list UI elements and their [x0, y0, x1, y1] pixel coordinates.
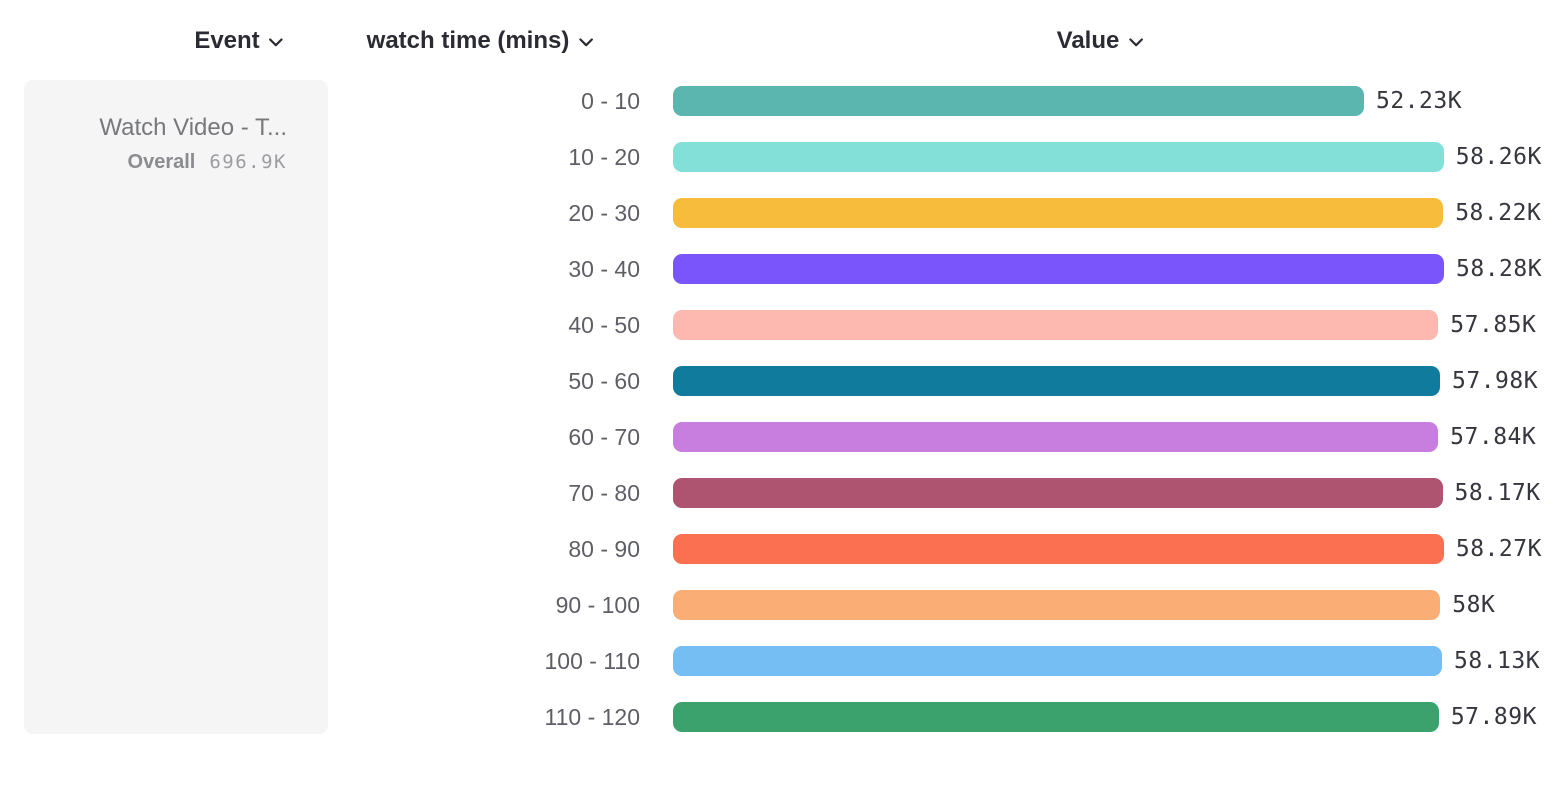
value-label: 58.13K [1454, 648, 1541, 674]
bar-chart: 0 - 10 52.23K 10 - 20 58.26K 20 - 30 58.22K 30… [350, 73, 1568, 745]
category-label: 10 - 20 [568, 143, 640, 170]
bar-segment[interactable] [673, 254, 1444, 284]
chart-row: 10 - 20 58.26K [350, 129, 1568, 185]
value-label: 58.28K [1456, 256, 1543, 282]
event-column-dropdown[interactable]: Event [194, 27, 283, 55]
category-label: 0 - 10 [581, 87, 640, 114]
event-panel[interactable]: Watch Video - T... Overall 696.9K [24, 80, 328, 734]
chart-row: 20 - 30 58.22K [350, 185, 1568, 241]
category-label: 100 - 110 [544, 647, 640, 674]
bar-track [673, 86, 1444, 116]
bar-segment[interactable] [673, 646, 1442, 676]
value-column-label: Value [1056, 27, 1120, 54]
value-column-dropdown[interactable]: Value [1057, 27, 1144, 55]
bar-segment[interactable] [673, 478, 1443, 508]
value-label: 52.23K [1375, 88, 1463, 114]
value-label: 58.26K [1455, 144, 1542, 170]
bar-segment[interactable] [673, 534, 1444, 564]
value-label: 58K [1452, 592, 1496, 618]
chart-row: 110 - 120 57.89K [350, 689, 1568, 745]
category-label: 80 - 90 [568, 535, 640, 562]
value-label: 58.22K [1455, 200, 1542, 226]
value-label: 57.84K [1450, 424, 1537, 450]
series-column-label: watch time (mins) [366, 27, 570, 54]
value-label: 57.85K [1450, 312, 1537, 338]
bar-segment[interactable] [673, 422, 1439, 452]
bar-track [673, 366, 1444, 396]
bar-track [673, 142, 1444, 172]
chart-row: 80 - 90 58.27K [350, 521, 1568, 577]
bar-track [673, 310, 1444, 340]
category-label: 90 - 100 [555, 591, 640, 618]
chevron-down-icon [269, 38, 283, 47]
chart-row: 90 - 100 58K [350, 577, 1568, 633]
chart-row: 0 - 10 52.23K [350, 73, 1568, 129]
value-label: 58.27K [1455, 536, 1542, 562]
category-label: 60 - 70 [568, 423, 640, 450]
bar-track [673, 702, 1444, 732]
bar-track [673, 254, 1444, 284]
value-label: 57.98K [1452, 368, 1539, 394]
bar-segment[interactable] [673, 366, 1441, 396]
overall-value: 696.9K [209, 151, 287, 173]
chart-row: 100 - 110 58.13K [350, 633, 1568, 689]
category-label: 50 - 60 [568, 367, 640, 394]
bar-track [673, 646, 1444, 676]
bar-track [673, 422, 1444, 452]
chevron-down-icon [579, 38, 593, 47]
value-label: 58.17K [1454, 480, 1541, 506]
chart-row: 30 - 40 58.28K [350, 241, 1568, 297]
series-column-dropdown[interactable]: watch time (mins) [367, 27, 594, 55]
event-column-label: Event [194, 27, 260, 54]
bar-segment[interactable] [673, 86, 1364, 116]
chart-row: 50 - 60 57.98K [350, 353, 1568, 409]
overall-row: Overall 696.9K [24, 151, 287, 174]
category-label: 40 - 50 [568, 311, 640, 338]
chart-row: 40 - 50 57.85K [350, 297, 1568, 353]
overall-label: Overall [127, 151, 196, 173]
chevron-down-icon [1129, 38, 1143, 47]
bar-segment[interactable] [673, 142, 1444, 172]
category-label: 20 - 30 [568, 199, 640, 226]
bar-track [673, 478, 1444, 508]
category-label: 30 - 40 [568, 255, 640, 282]
bar-segment[interactable] [673, 198, 1444, 228]
bar-track [673, 590, 1444, 620]
bar-segment[interactable] [673, 310, 1439, 340]
chart-row: 60 - 70 57.84K [350, 409, 1568, 465]
event-name: Watch Video - T... [99, 114, 287, 141]
bar-segment[interactable] [673, 590, 1441, 620]
bar-track [673, 534, 1444, 564]
chart-row: 70 - 80 58.17K [350, 465, 1568, 521]
bar-segment[interactable] [673, 702, 1439, 732]
category-label: 110 - 120 [544, 703, 640, 730]
value-label: 57.89K [1450, 704, 1537, 730]
bar-track [673, 198, 1444, 228]
category-label: 70 - 80 [568, 479, 640, 506]
